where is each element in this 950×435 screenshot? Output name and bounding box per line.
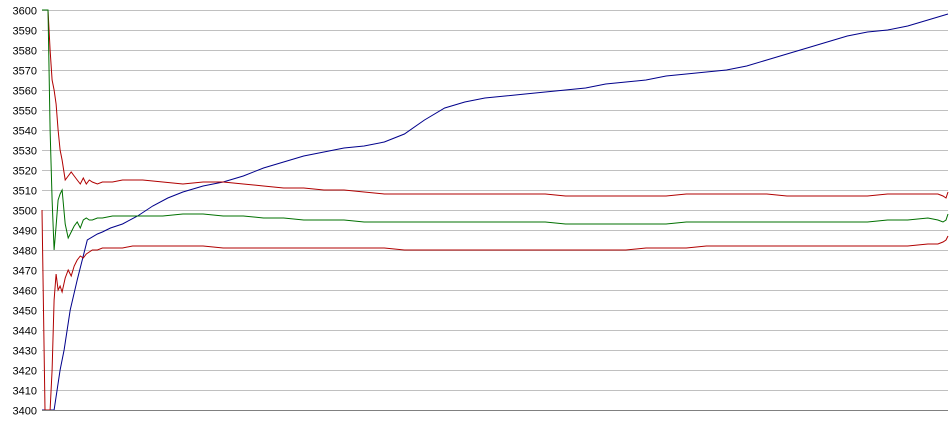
y-tick-label: 3580: [13, 46, 37, 58]
y-tick-label: 3550: [13, 106, 37, 118]
gridlines: [42, 10, 948, 411]
y-tick-label: 3440: [13, 326, 37, 338]
y-tick-label: 3420: [13, 366, 37, 378]
y-tick-label: 3540: [13, 126, 37, 138]
y-tick-label: 3500: [13, 206, 37, 218]
y-tick-label: 3430: [13, 346, 37, 358]
y-tick-label: 3470: [13, 266, 37, 278]
y-tick-label: 3530: [13, 146, 37, 158]
y-tick-label: 3450: [13, 306, 37, 318]
series-line-3: [42, 9, 949, 251]
series-line-1: [42, 13, 949, 411]
y-tick-label: 3520: [13, 166, 37, 178]
y-tick-label: 3400: [13, 406, 37, 418]
y-tick-label: 3480: [13, 246, 37, 258]
series-line-2: [42, 9, 949, 199]
y-tick-label: 3570: [13, 66, 37, 78]
y-tick-label: 3460: [13, 286, 37, 298]
y-tick-label: 3490: [13, 226, 37, 238]
y-axis-tick-labels: 3400 3410 3420 3430 3440 3450 3460 3470 3480 3490…: [13, 6, 37, 418]
series-line-4: [41, 209, 949, 411]
y-tick-label: 3600: [13, 6, 37, 18]
y-tick-label: 3590: [13, 26, 37, 38]
y-tick-label: 3510: [13, 186, 37, 198]
y-tick-label: 3410: [13, 386, 37, 398]
y-tick-label: 3560: [13, 86, 37, 98]
series-group: [41, 9, 949, 411]
